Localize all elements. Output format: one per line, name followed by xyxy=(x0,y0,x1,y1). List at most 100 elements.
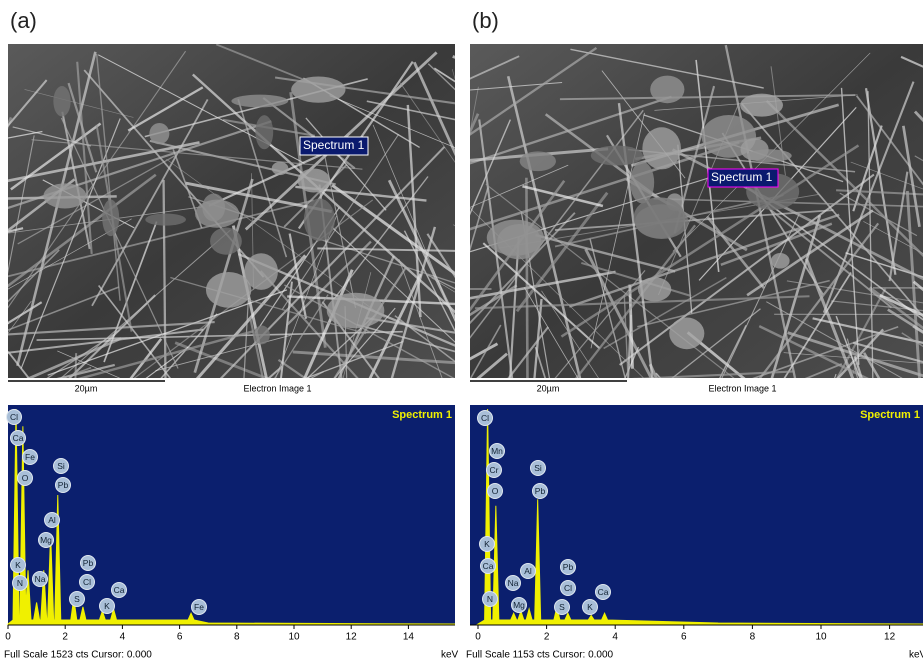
particle xyxy=(669,317,705,350)
fiber xyxy=(864,88,897,275)
fiber xyxy=(470,147,609,162)
fiber xyxy=(36,330,403,341)
element-badge xyxy=(582,599,598,615)
fiber xyxy=(368,273,422,378)
fiber xyxy=(8,120,272,210)
element-label: Pb xyxy=(535,486,546,496)
fiber xyxy=(559,94,856,101)
fiber xyxy=(292,350,455,365)
fiber xyxy=(12,126,92,147)
element-badge xyxy=(487,483,503,499)
axis-unit: keV xyxy=(441,650,459,661)
particle xyxy=(642,127,681,170)
particle xyxy=(326,292,385,329)
spectrum-footer: Full Scale 1153 cts Cursor: 0.000 xyxy=(466,650,614,661)
particle xyxy=(53,86,71,117)
element-label: Mn xyxy=(491,446,503,456)
fiber xyxy=(506,75,582,378)
fiber xyxy=(470,270,616,300)
fiber xyxy=(277,358,307,378)
fiber xyxy=(8,227,24,233)
fiber xyxy=(427,63,455,91)
fiber xyxy=(303,269,354,378)
element-badge xyxy=(12,575,28,591)
element-label: S xyxy=(559,602,565,612)
fiber xyxy=(746,209,874,297)
fiber xyxy=(17,155,175,245)
fiber xyxy=(581,261,692,297)
fiber xyxy=(219,146,446,378)
x-tick-label: 4 xyxy=(120,632,126,643)
element-label: Al xyxy=(48,515,56,525)
element-label: Cr xyxy=(490,465,499,475)
fiber xyxy=(16,51,97,367)
element-label: Pb xyxy=(58,480,69,490)
spectrum-trace xyxy=(6,408,456,625)
fiber xyxy=(470,119,512,216)
particle xyxy=(253,325,270,345)
spectrum-title: Spectrum 1 xyxy=(860,409,920,421)
fiber xyxy=(868,286,923,330)
fiber xyxy=(836,189,923,196)
fiber xyxy=(127,86,204,132)
element-badge xyxy=(17,470,33,486)
element-badge xyxy=(511,597,527,613)
element-label: K xyxy=(15,560,21,570)
x-tick-label: 12 xyxy=(884,632,896,643)
fiber xyxy=(98,54,305,164)
fiber xyxy=(867,91,874,378)
fiber xyxy=(470,179,566,312)
fiber xyxy=(765,99,923,257)
fiber xyxy=(575,224,697,378)
fiber xyxy=(476,352,508,378)
fiber xyxy=(470,164,569,208)
particle xyxy=(231,94,289,108)
particle xyxy=(145,213,186,226)
element-label: Si xyxy=(57,461,65,471)
fiber xyxy=(47,289,288,376)
particle xyxy=(102,199,120,237)
fiber xyxy=(74,353,78,378)
particle xyxy=(519,151,556,172)
fiber xyxy=(61,111,91,250)
fiber xyxy=(366,100,455,121)
fiber xyxy=(274,294,329,378)
element-badge xyxy=(80,555,96,571)
element-badge xyxy=(554,599,570,615)
fiber xyxy=(839,192,918,237)
fiber xyxy=(887,308,923,334)
x-tick-label: 8 xyxy=(750,632,756,643)
fiber xyxy=(192,73,455,314)
element-badge xyxy=(44,512,60,528)
x-tick-label: 2 xyxy=(62,632,68,643)
particle xyxy=(43,183,87,209)
fiber xyxy=(901,332,923,348)
x-tick-label: 12 xyxy=(346,632,358,643)
fiber xyxy=(724,44,797,378)
particle xyxy=(297,168,330,193)
fiber xyxy=(344,306,348,378)
fiber xyxy=(26,337,122,378)
particle xyxy=(630,161,655,204)
x-tick-label: 8 xyxy=(234,632,240,643)
element-label: Fe xyxy=(25,452,35,462)
axis-unit: keV xyxy=(909,650,923,661)
x-tick-label: 0 xyxy=(5,632,11,643)
fiber xyxy=(170,276,367,335)
particle xyxy=(740,93,784,117)
fiber xyxy=(231,225,268,378)
x-tick-label: 2 xyxy=(544,632,550,643)
fiber xyxy=(394,315,455,363)
element-label: N xyxy=(17,578,23,588)
fiber xyxy=(95,53,121,301)
fiber xyxy=(426,233,455,279)
fiber xyxy=(758,325,869,378)
element-badge xyxy=(532,483,548,499)
particle xyxy=(746,149,792,163)
fiber xyxy=(20,118,121,369)
fiber xyxy=(356,323,455,353)
fiber xyxy=(398,258,443,378)
fiber xyxy=(852,341,923,364)
fiber xyxy=(804,363,843,378)
